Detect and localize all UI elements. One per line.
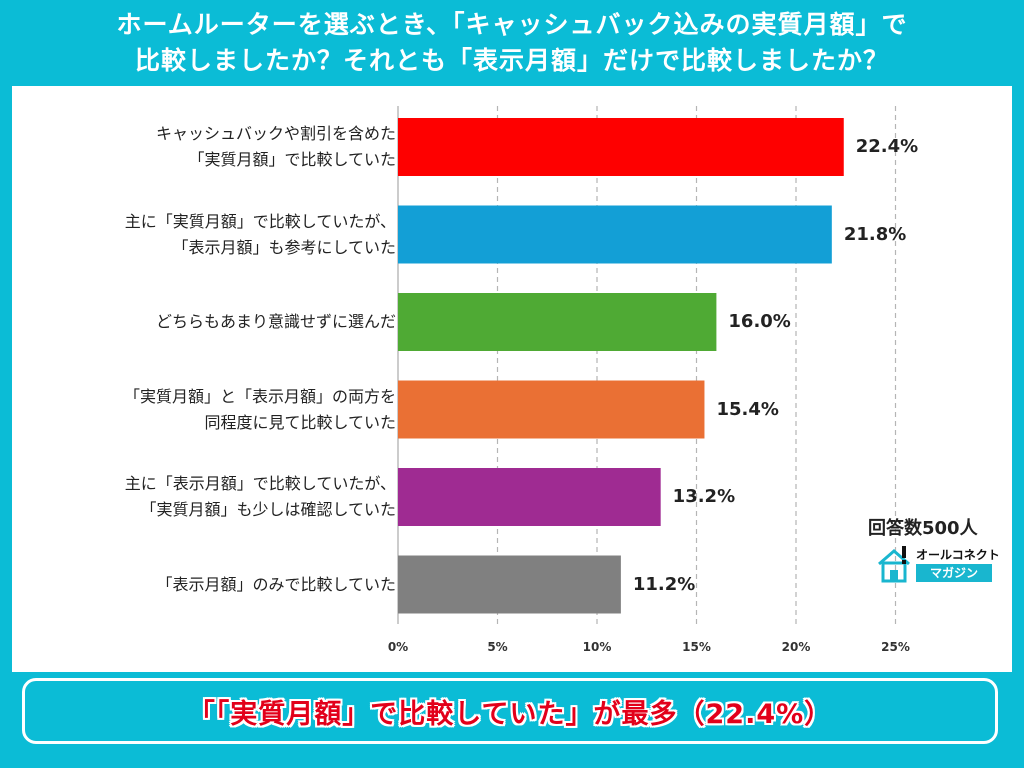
value-label-3: 16.0% bbox=[728, 311, 791, 332]
x-tick-label-15: 15% bbox=[682, 640, 711, 654]
category-label-6: 「表示月額」のみで比較していた bbox=[24, 556, 396, 614]
bar-2 bbox=[398, 205, 832, 264]
value-label-2: 21.8% bbox=[843, 223, 907, 245]
category-label-5-line-1: 主に「表示月額」で比較していたが、 bbox=[124, 474, 396, 493]
category-label-2-line-1: 主に「実質月額」で比較していたが、 bbox=[124, 211, 396, 231]
value-label-6: 11.2% bbox=[632, 573, 696, 595]
category-label-3: どちらもあまり意識せずに選んだ bbox=[24, 293, 396, 351]
summary-text: 「「実質月額」で比較していた」が最多（22.4%） bbox=[187, 698, 833, 730]
category-label-5-line-2: 「実質月額」も少しは確認していた bbox=[140, 500, 396, 519]
category-label-2: 主に「実質月額」で比較していたが、「表示月額」も参考にしていた bbox=[24, 206, 396, 264]
category-label-2-line-2: 「表示月額」も参考にしていた bbox=[172, 237, 396, 257]
value-label-1: 22.4% bbox=[855, 136, 919, 157]
chart-panel: キャッシュバックや割引を含めた「実質月額」で比較していた主に「実質月額」で比較し… bbox=[12, 86, 1012, 672]
category-label-5: 主に「表示月額」で比較していたが、「実質月額」も少しは確認していた bbox=[24, 468, 396, 526]
category-label-6-line-1: 「表示月額」のみで比較していた bbox=[156, 574, 396, 594]
category-label-3-line-1: どちらもあまり意識せずに選んだ bbox=[155, 312, 396, 331]
bar-6 bbox=[398, 555, 621, 614]
category-label-4-line-1: 「実質月額」と「表示月額」の両方を bbox=[123, 386, 396, 406]
x-tick-label-20: 20% bbox=[781, 640, 811, 654]
respondent-count: 回答数500人 bbox=[868, 518, 978, 539]
logo-badge: マガジン bbox=[916, 564, 992, 582]
house-logo-icon bbox=[878, 546, 910, 583]
brand-logo: オールコネクト マガジン bbox=[876, 544, 1006, 588]
category-label-1-line-2: 「実質月額」で比較していた bbox=[188, 150, 396, 169]
category-label-1: キャッシュバックや割引を含めた「実質月額」で比較していた bbox=[24, 118, 396, 176]
x-tick-label-0: 0% bbox=[387, 640, 409, 654]
bar-5 bbox=[398, 468, 661, 526]
x-tick-label-25: 25% bbox=[881, 640, 910, 654]
x-tick-label-10: 10% bbox=[582, 640, 612, 654]
chart-title-line-1: ホームルーターを選ぶとき、「キャッシュバック込みの実質月額」で bbox=[116, 10, 908, 39]
category-label-4: 「実質月額」と「表示月額」の両方を同程度に見て比較していた bbox=[24, 381, 396, 439]
category-label-1-line-1: キャッシュバックや割引を含めた bbox=[155, 124, 396, 143]
bar-4 bbox=[398, 380, 705, 439]
x-tick-label-5: 5% bbox=[487, 640, 508, 654]
bar-3 bbox=[398, 293, 717, 351]
logo-text: オールコネクト bbox=[916, 548, 1000, 562]
category-label-4-line-2: 同程度に見て比較していた bbox=[204, 412, 396, 432]
bar-chart bbox=[397, 106, 897, 624]
bar-1 bbox=[398, 118, 844, 176]
chart-title: ホームルーターを選ぶとき、「キャッシュバック込みの実質月額」で 比較しましたか？… bbox=[0, 0, 1024, 86]
value-label-4: 15.4% bbox=[716, 398, 779, 420]
summary-banner: 「「実質月額」で比較していた」が最多（22.4%） bbox=[22, 678, 998, 744]
value-label-5: 13.2% bbox=[672, 486, 736, 507]
chart-title-line-2: 比較しましたか？それとも「表示月額」だけで比較しましたか？ bbox=[134, 46, 889, 75]
